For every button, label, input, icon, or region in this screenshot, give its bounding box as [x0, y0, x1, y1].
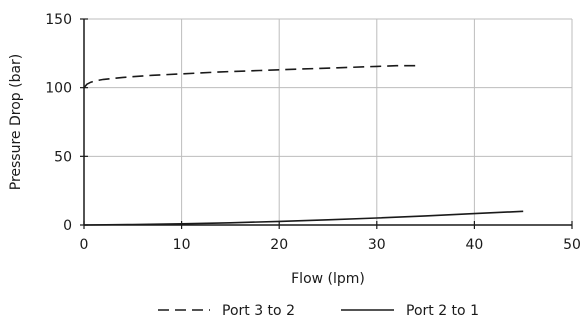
- x-axis-title: Flow (lpm): [291, 271, 365, 287]
- x-tick-label: 30: [368, 237, 386, 253]
- y-axis-title: Pressure Drop (bar): [8, 54, 24, 191]
- y-tick-label: 150: [45, 12, 72, 28]
- x-tick-label: 10: [173, 237, 191, 253]
- x-tick-label: 50: [563, 237, 581, 253]
- series-line-port-2-to-1: [83, 210, 524, 226]
- series-lines: [83, 64, 524, 226]
- legend-label-port-2-to-1: Port 2 to 1: [406, 303, 479, 319]
- grid: [84, 18, 573, 225]
- legend: Port 3 to 2 Port 2 to 1: [158, 303, 479, 319]
- x-tick-label: 20: [270, 237, 288, 253]
- legend-label-port-3-to-2: Port 3 to 2: [222, 303, 295, 319]
- x-tick-label: 0: [80, 237, 89, 253]
- y-tick-label: 0: [63, 218, 72, 234]
- axes: [80, 18, 573, 229]
- y-tick-label: 50: [54, 149, 72, 165]
- x-tick-label: 40: [465, 237, 483, 253]
- tick-labels: 0 10 20 30 40 50 0 50 100 150: [45, 12, 581, 253]
- series-line-port-3-to-2: [83, 64, 416, 89]
- y-tick-label: 100: [45, 81, 72, 97]
